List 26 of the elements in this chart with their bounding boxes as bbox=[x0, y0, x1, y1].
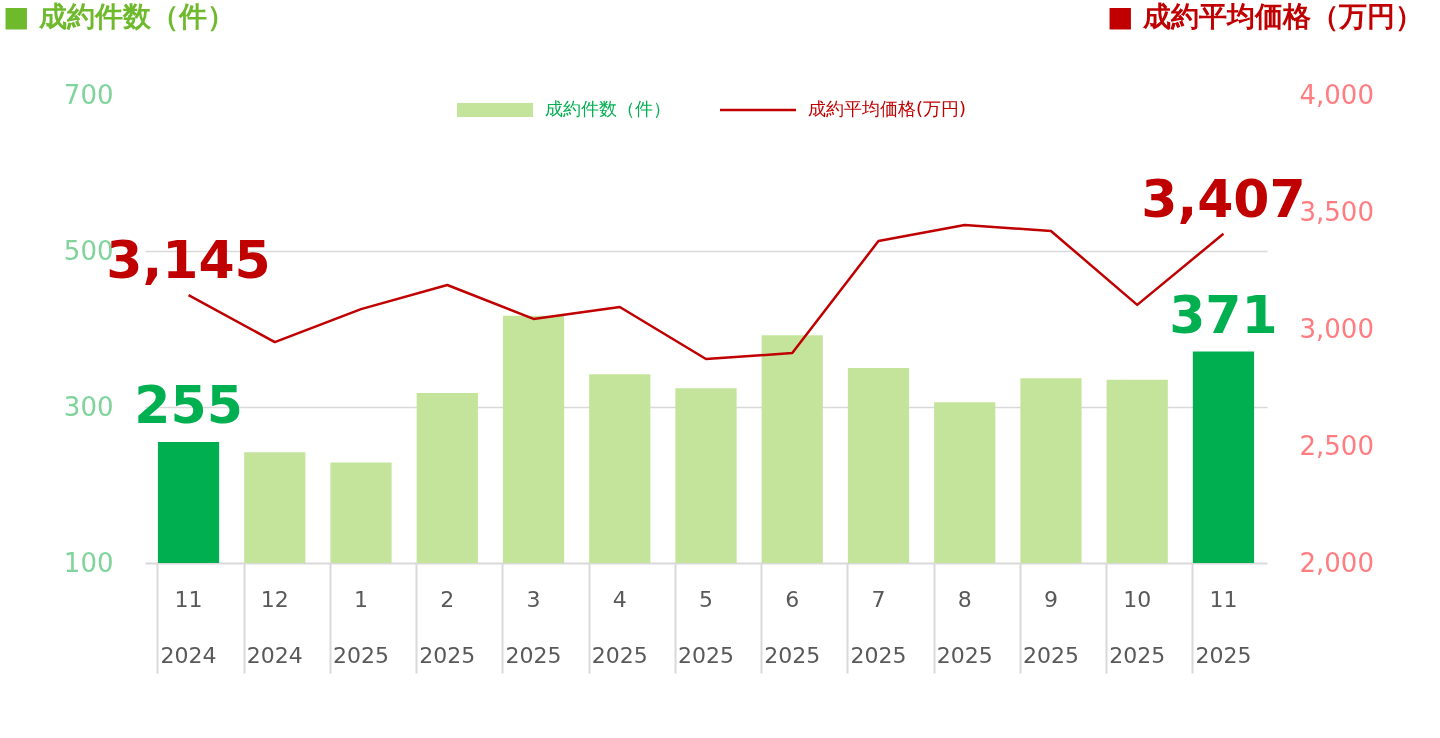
category-label: 4 2025 bbox=[591, 586, 648, 668]
category-label: 12 2024 bbox=[246, 586, 303, 668]
y-tick-label: 300 bbox=[63, 391, 114, 422]
category-label: 3 2025 bbox=[505, 586, 562, 668]
data-label: 371 bbox=[1169, 284, 1278, 345]
y2-tick-label: 3,000 bbox=[1299, 313, 1374, 344]
y-axis-title: ■ 成約件数（件） bbox=[3, 0, 236, 33]
category-label: 9 2025 bbox=[1022, 586, 1079, 668]
legend-label: 成約件数（件） bbox=[545, 98, 671, 119]
y2-tick-label: 2,500 bbox=[1299, 430, 1374, 461]
legend-label: 成約平均価格(万円) bbox=[808, 98, 967, 119]
category-label: 7 2025 bbox=[850, 586, 907, 668]
y-tick-label: 700 bbox=[63, 79, 114, 110]
category-label: 6 2025 bbox=[764, 586, 821, 668]
y2-tick-label: 4,000 bbox=[1299, 79, 1374, 110]
category-label: 8 2025 bbox=[936, 586, 993, 668]
category-label: 10 2025 bbox=[1109, 586, 1166, 668]
category-label: 11 2025 bbox=[1195, 586, 1252, 668]
category-label: 5 2025 bbox=[678, 586, 734, 668]
category-label: 1 2025 bbox=[333, 586, 390, 668]
data-label: 255 bbox=[134, 375, 243, 436]
category-label: 2 2025 bbox=[419, 586, 476, 668]
category-label: 11 2024 bbox=[160, 586, 217, 668]
y2-tick-label: 2,000 bbox=[1299, 547, 1374, 578]
y2-axis-title: ■ 成約平均価格（万円） bbox=[1107, 0, 1424, 33]
y-tick-label: 100 bbox=[63, 547, 114, 578]
